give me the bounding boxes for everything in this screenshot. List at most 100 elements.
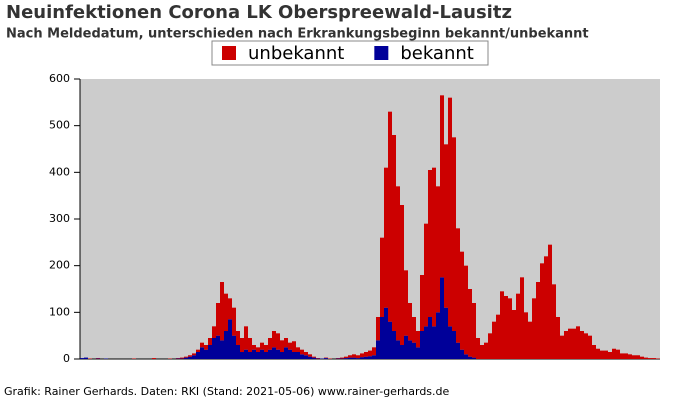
bar-segment bbox=[296, 352, 300, 359]
bar-segment bbox=[452, 331, 456, 359]
bar-segment bbox=[432, 168, 436, 327]
bar-segment bbox=[152, 358, 156, 359]
bar-segment bbox=[556, 317, 560, 359]
bar-segment bbox=[276, 333, 280, 349]
bar-segment bbox=[568, 329, 572, 359]
bar-segment bbox=[200, 347, 204, 359]
bar-segment bbox=[408, 303, 412, 340]
y-tick-label: 0 bbox=[63, 352, 70, 365]
bar-segment bbox=[448, 326, 452, 359]
bar-segment bbox=[596, 349, 600, 359]
bar-segment bbox=[264, 345, 268, 352]
bar-segment bbox=[368, 351, 372, 357]
bar-segment bbox=[572, 329, 576, 359]
bar-segment bbox=[604, 351, 608, 359]
bar-segment bbox=[548, 245, 552, 359]
bar-segment bbox=[220, 340, 224, 359]
bar-segment bbox=[432, 326, 436, 359]
bar-segment bbox=[180, 358, 184, 359]
bar-segment bbox=[560, 336, 564, 359]
bar-segment bbox=[352, 358, 356, 359]
bar-segment bbox=[372, 355, 376, 359]
bar-segment bbox=[516, 294, 520, 359]
bar-segment bbox=[484, 343, 488, 359]
bar-segment bbox=[584, 333, 588, 359]
bar-segment bbox=[436, 312, 440, 359]
bar-segment bbox=[612, 349, 616, 359]
bar-segment bbox=[232, 336, 236, 359]
bar-segment bbox=[388, 112, 392, 322]
bar-segment bbox=[520, 277, 524, 359]
bar-segment bbox=[192, 355, 196, 359]
bar-segment bbox=[324, 358, 328, 359]
bar-segment bbox=[624, 353, 628, 359]
bar-segment bbox=[400, 205, 404, 345]
bar-segment bbox=[412, 317, 416, 343]
bar-segment bbox=[276, 350, 280, 359]
bar-segment bbox=[352, 354, 356, 357]
bar-segment bbox=[500, 291, 504, 359]
bar-segment bbox=[488, 333, 492, 359]
bar-segment bbox=[444, 144, 448, 307]
bar-segment bbox=[248, 338, 252, 352]
bar-segment bbox=[452, 137, 456, 331]
bar-segment bbox=[420, 275, 424, 331]
bar-segment bbox=[220, 282, 224, 340]
bar-segment bbox=[464, 266, 468, 355]
bar-segment bbox=[200, 343, 204, 348]
bar-segment bbox=[284, 338, 288, 347]
bar-segment bbox=[360, 357, 364, 359]
bar-segment bbox=[384, 308, 388, 359]
y-tick-label: 300 bbox=[49, 212, 70, 225]
bar-segment bbox=[204, 350, 208, 359]
bar-segment bbox=[296, 347, 300, 352]
bar-segment bbox=[540, 263, 544, 359]
y-tick-label: 500 bbox=[49, 119, 70, 132]
bar-segment bbox=[288, 350, 292, 359]
legend-label: unbekannt bbox=[248, 43, 344, 64]
bar-segment bbox=[236, 331, 240, 345]
bar-segment bbox=[376, 340, 380, 359]
bar-segment bbox=[404, 336, 408, 359]
bar-segment bbox=[360, 353, 364, 357]
bar-segment bbox=[592, 345, 596, 359]
bar-segment bbox=[428, 170, 432, 317]
bar-segment bbox=[564, 331, 568, 359]
bar-segment bbox=[544, 256, 548, 359]
bar-segment bbox=[248, 352, 252, 359]
bar-segment bbox=[304, 355, 308, 359]
bar-segment bbox=[364, 352, 368, 357]
bar-segment bbox=[356, 355, 360, 358]
bar-segment bbox=[652, 358, 656, 359]
bar-segment bbox=[356, 358, 360, 359]
bar-segment bbox=[392, 135, 396, 331]
bar-segment bbox=[400, 345, 404, 359]
bar-segment bbox=[344, 358, 348, 359]
bar-segment bbox=[312, 358, 316, 359]
bar-segment bbox=[312, 357, 316, 358]
bar-segment bbox=[464, 354, 468, 359]
bar-segment bbox=[308, 354, 312, 356]
bar-segment bbox=[396, 186, 400, 340]
bar-segment bbox=[280, 352, 284, 359]
bar-segment bbox=[420, 331, 424, 359]
bar-segment bbox=[448, 98, 452, 327]
bar-segment bbox=[80, 358, 84, 359]
bar-segment bbox=[404, 270, 408, 335]
bar-segment bbox=[616, 350, 620, 359]
bar-segment bbox=[272, 331, 276, 347]
bar-segment bbox=[224, 294, 228, 331]
bar-segment bbox=[292, 341, 296, 352]
bar-segment bbox=[384, 168, 388, 308]
bar-segment bbox=[492, 322, 496, 359]
bar-segment bbox=[552, 284, 556, 359]
bar-segment bbox=[264, 352, 268, 359]
bar-segment bbox=[268, 350, 272, 359]
bar-segment bbox=[240, 352, 244, 359]
legend-label: bekannt bbox=[400, 43, 474, 64]
chart-title: Neuinfektionen Corona LK Oberspreewald-L… bbox=[6, 2, 512, 23]
bar-segment bbox=[496, 315, 500, 359]
bar-segment bbox=[440, 277, 444, 359]
